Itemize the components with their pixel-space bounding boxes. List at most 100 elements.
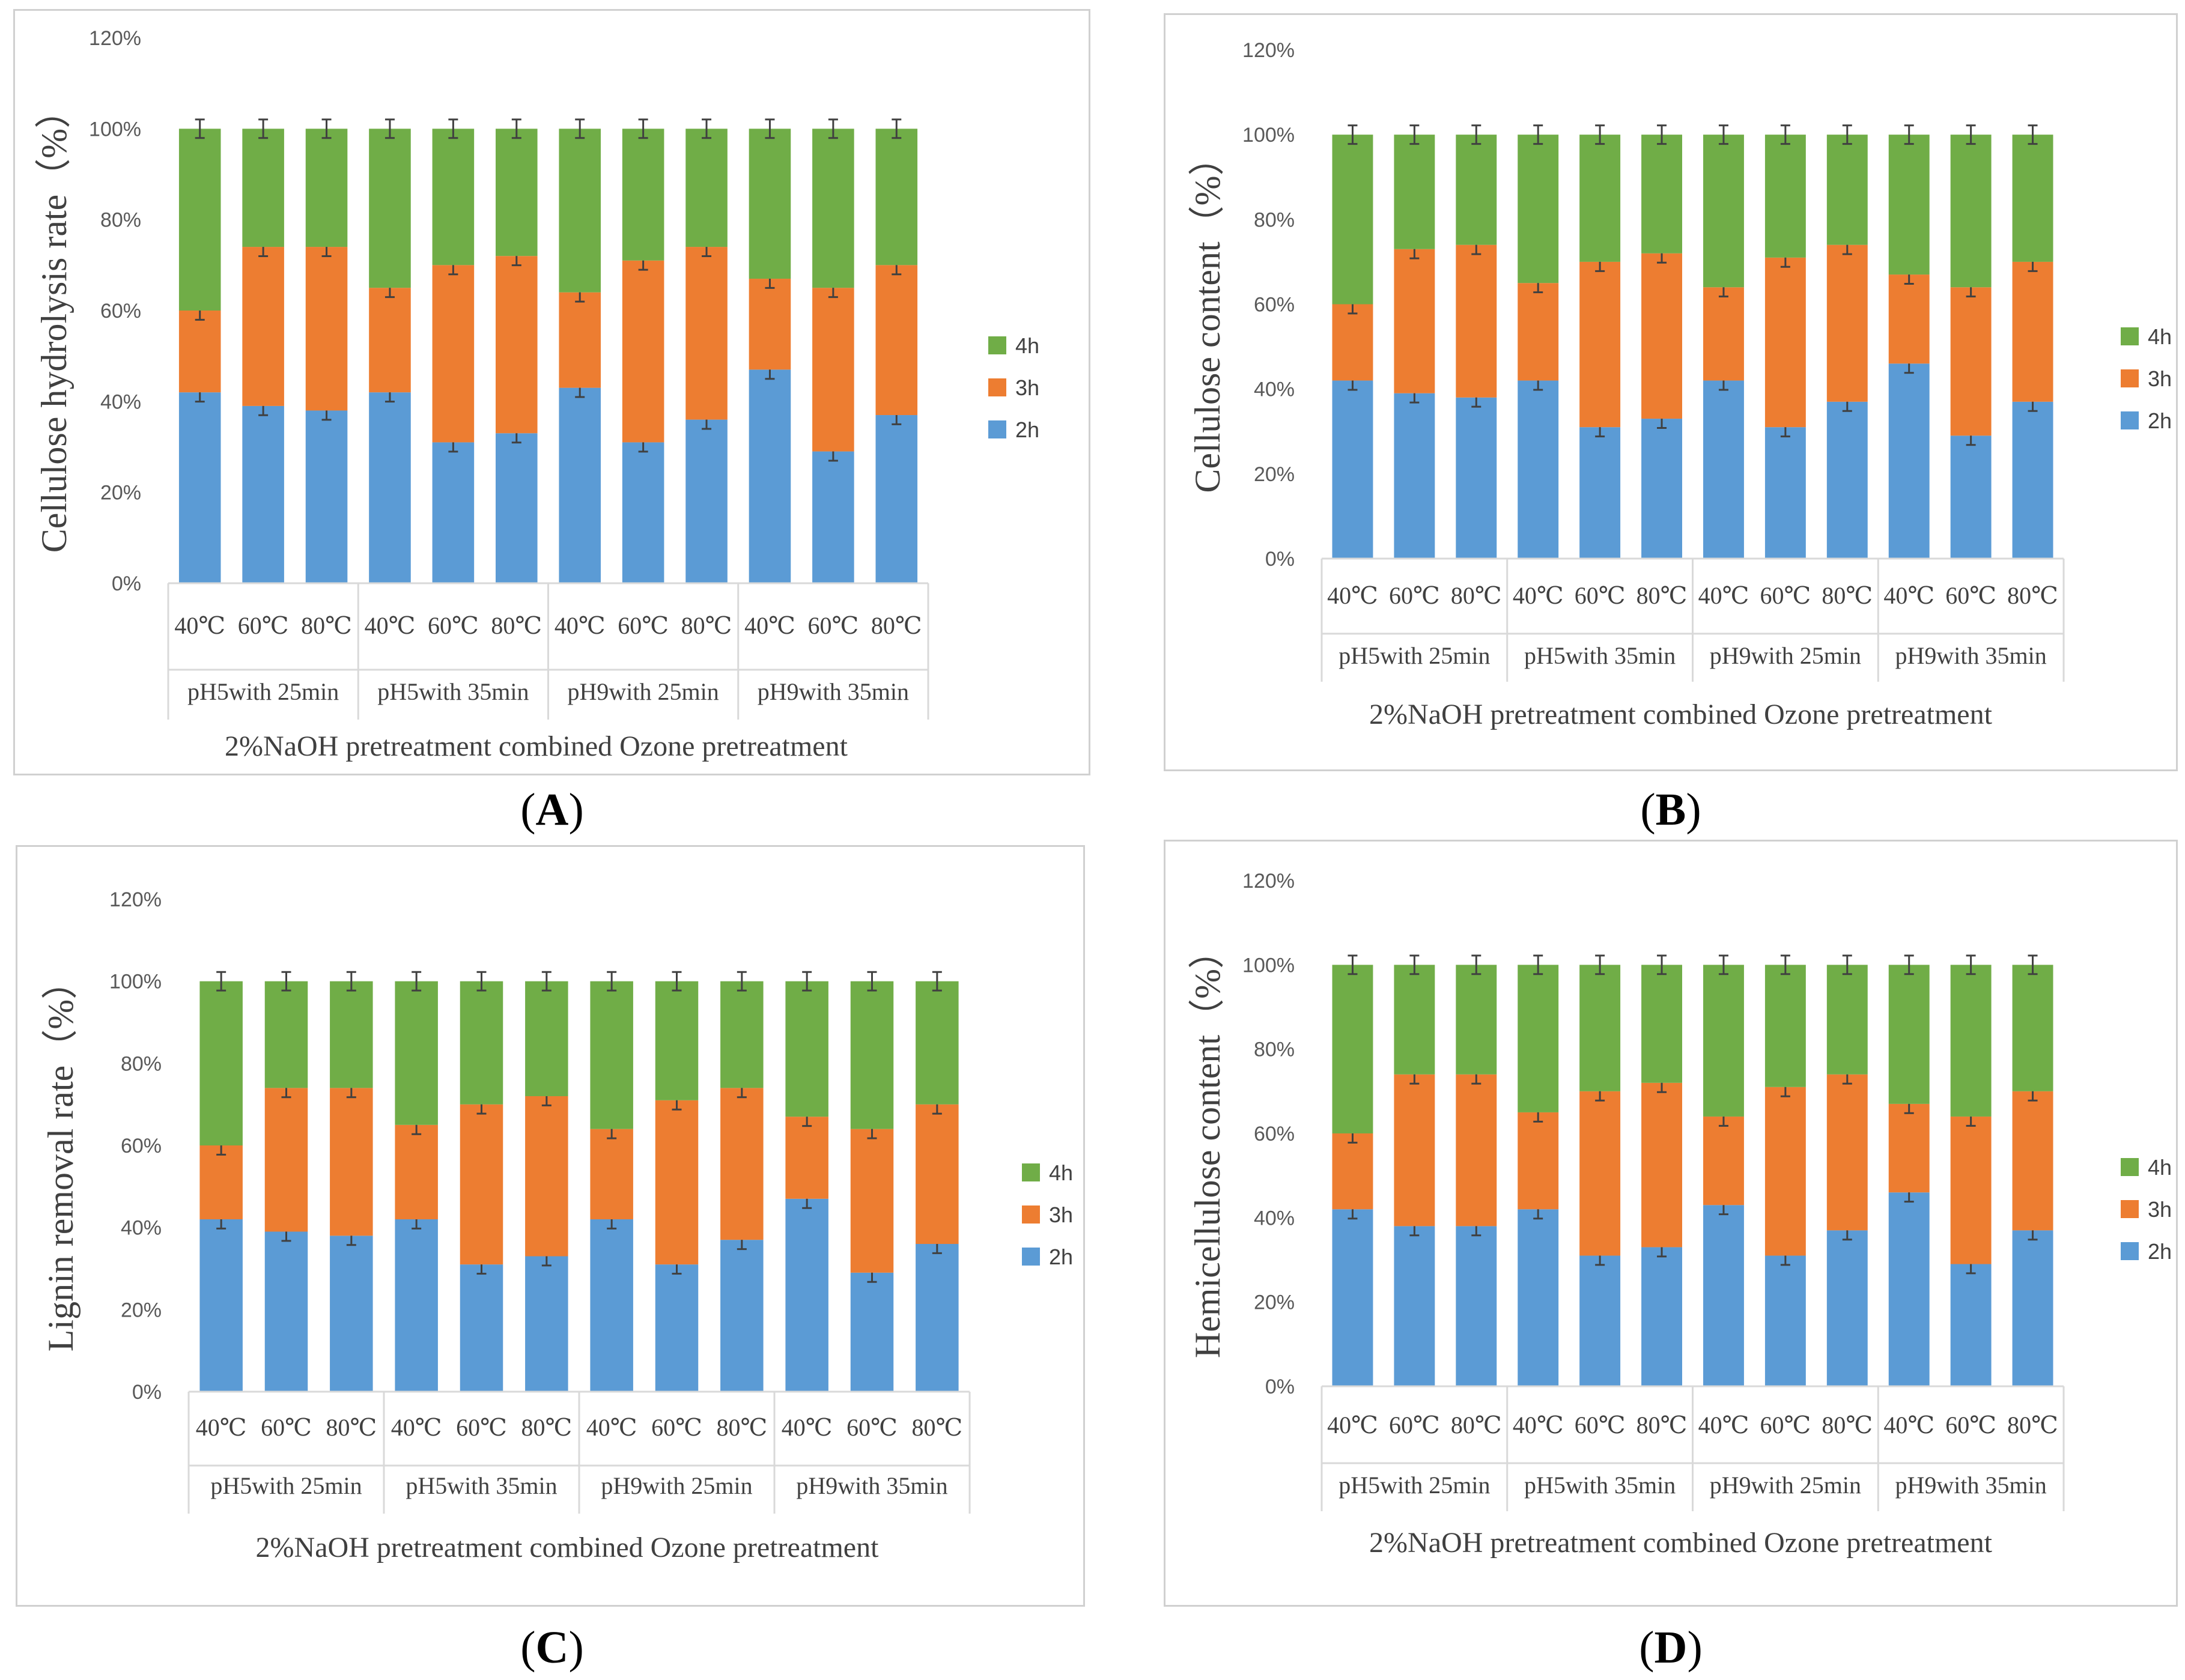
bar-4h (525, 981, 568, 1096)
chart-panel-d: 0% 20% 40% 60% 80% 100% 120% Hemicellulose cont… (1164, 840, 2178, 1607)
y-tick-label: 0% (112, 572, 141, 595)
x-axis-title: 2%NaOH pretreatment combined Ozone pretr… (1369, 699, 1993, 730)
error-bar (2028, 124, 2038, 145)
bar-4h (460, 981, 503, 1105)
group-label: pH5with 35min (406, 1472, 557, 1499)
bar-3h (812, 288, 854, 452)
error-bar (1842, 124, 1852, 145)
bar-3h (496, 256, 538, 434)
bar-3h (1826, 244, 1868, 402)
bar-4h (1826, 965, 1868, 1075)
bar-3h (1579, 261, 1621, 428)
bar-3h (622, 260, 664, 443)
bar-4h (590, 981, 633, 1129)
category-label: 60℃ (1575, 1412, 1626, 1439)
error-bar (1657, 954, 1667, 975)
legend-swatch-4h (2121, 327, 2139, 345)
bar-2h (655, 1264, 699, 1392)
legend-swatch-4h (1022, 1163, 1040, 1181)
y-tick-label: 40% (1254, 378, 1295, 401)
error-bar (672, 971, 682, 992)
category-label: 60℃ (238, 612, 289, 639)
y-tick-label: 100% (1242, 954, 1295, 977)
bar-4h (1518, 965, 1559, 1112)
y-tick-label: 60% (1254, 1123, 1295, 1145)
group-label: pH9with 25min (568, 678, 719, 705)
error-bar (2028, 954, 2038, 975)
bar-2h (1518, 380, 1559, 559)
category-label: 40℃ (1883, 582, 1934, 609)
error-bar (737, 971, 747, 992)
bar-2h (178, 392, 221, 583)
error-bar (1966, 954, 1976, 975)
bar-3h (655, 1100, 699, 1265)
y-tick-label: 20% (121, 1299, 162, 1321)
category-label: 40℃ (1698, 582, 1749, 609)
bar-4h (330, 981, 373, 1088)
legend-swatch-2h (988, 420, 1006, 438)
category-label: 80℃ (1636, 1412, 1688, 1439)
bar-2h (785, 1198, 828, 1392)
bar-3h (1703, 1116, 1744, 1205)
legend-swatch-4h (2121, 1158, 2139, 1176)
bar-3h (2012, 261, 2053, 402)
bar-2h (1826, 401, 1868, 559)
category-label: 60℃ (1575, 582, 1626, 609)
category-label: 40℃ (586, 1414, 637, 1441)
error-bar (346, 971, 356, 992)
bar-4h (1826, 135, 1868, 245)
bar-3h (1394, 1074, 1435, 1227)
bar-4h (1703, 965, 1744, 1117)
category-label: 60℃ (1945, 1412, 1996, 1439)
bar-2h (432, 442, 475, 583)
category-label: 80℃ (1451, 582, 1502, 609)
category-label: 40℃ (744, 612, 795, 639)
legend-label-3h: 3h (2148, 1197, 2172, 1222)
category-label: 60℃ (618, 612, 669, 639)
error-bar (216, 971, 226, 992)
bar-4h (496, 129, 538, 256)
legend-label-2h: 2h (2148, 1239, 2172, 1264)
bar-4h (1332, 965, 1373, 1133)
error-bar (867, 971, 877, 992)
bar-4h (432, 129, 475, 265)
category-label: 80℃ (301, 612, 352, 639)
bar-2h (1950, 1264, 1992, 1386)
error-bar (321, 118, 332, 139)
legend-swatch-2h (2121, 411, 2139, 429)
group-label: pH5with 35min (377, 678, 529, 705)
bar-3h (1518, 1112, 1559, 1210)
group-label: pH5with 25min (210, 1472, 362, 1499)
category-label: 80℃ (491, 612, 542, 639)
y-tick-label: 20% (1254, 1291, 1295, 1314)
bar-2h (1888, 363, 1930, 559)
category-label: 80℃ (911, 1414, 962, 1441)
category-label: 60℃ (1389, 1412, 1440, 1439)
y-tick-label: 100% (1242, 124, 1295, 147)
bar-4h (305, 129, 348, 247)
category-label: 60℃ (1389, 582, 1440, 609)
category-label: 40℃ (391, 1414, 442, 1441)
bar-3h (178, 311, 221, 393)
error-bar (702, 118, 712, 139)
bar-2h (264, 1231, 308, 1392)
error-bar (1409, 954, 1420, 975)
bar-4h (1456, 965, 1497, 1075)
y-tick-label: 0% (132, 1381, 162, 1404)
y-tick-label: 60% (100, 300, 141, 323)
bar-3h (1826, 1074, 1868, 1231)
error-bar (541, 971, 552, 992)
bar-3h (1394, 249, 1435, 393)
bar-2h (622, 442, 664, 583)
bar-4h (1394, 965, 1435, 1075)
error-bar (765, 118, 775, 139)
legend-label-4h: 4h (1015, 333, 1039, 358)
legend-label-2h: 2h (1015, 417, 1039, 442)
bar-4h (369, 129, 411, 288)
bar-3h (1764, 1087, 1806, 1256)
bar-3h (1332, 304, 1373, 381)
legend-label-3h: 3h (1015, 375, 1039, 400)
category-label: 80℃ (871, 612, 922, 639)
legend-label-3h: 3h (1049, 1202, 1073, 1227)
y-tick-label: 20% (100, 482, 141, 505)
